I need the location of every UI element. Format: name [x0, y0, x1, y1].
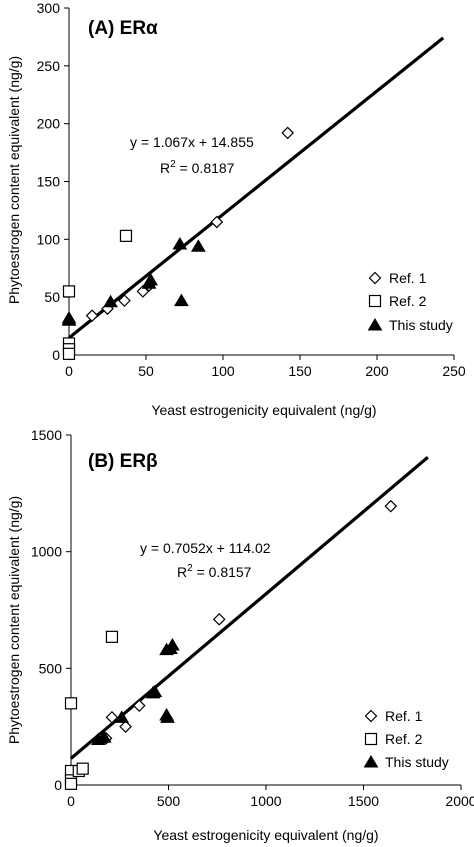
data-point-triangle-a	[174, 293, 189, 307]
legend-label-ref1-a: Ref. 1	[389, 270, 427, 286]
legend-label-ref1-b: Ref. 1	[385, 708, 423, 724]
data-point-triangle-a	[143, 272, 158, 286]
x-tick-label-a: 150	[288, 363, 312, 379]
x-tick-label-b: 0	[67, 793, 75, 809]
y-tick-label-a: 200	[37, 116, 61, 132]
data-point-triangle-b	[114, 710, 130, 723]
x-tick-label-b: 1000	[250, 793, 281, 809]
chart-title-a: (A) ERα	[88, 18, 158, 39]
y-tick-label-a: 100	[37, 231, 61, 247]
data-point-triangle-a	[61, 313, 77, 326]
data-point-square-a	[62, 347, 76, 360]
x-axis-label-b: Yeast estrogenicity equivalent (ng/g)	[153, 827, 378, 843]
legend-label-this-study-a: This study	[389, 317, 453, 333]
legend-marker-square-a	[368, 294, 382, 308]
data-point-diamond-b	[384, 499, 398, 513]
y-tick-label-b: 500	[39, 660, 63, 676]
data-point-square-b	[64, 777, 78, 790]
y-tick-label-b: 1500	[31, 427, 62, 443]
data-point-square-b	[64, 697, 78, 710]
chart-title-b: (B) ERβ	[88, 451, 158, 472]
fit-line-a	[67, 36, 445, 340]
fit-equation-a: y = 1.067x + 14.855	[130, 134, 254, 150]
fit-equation-b: y = 0.7052x + 114.02	[140, 540, 271, 556]
x-tick-label-a: 100	[211, 363, 235, 379]
y-tick-label-a: 250	[37, 58, 61, 74]
legend-marker-diamond-a	[368, 271, 382, 285]
x-tick-label-a: 50	[138, 363, 154, 379]
data-point-square-a	[119, 229, 133, 242]
panel-a: (A) ERα y = 1.067x + 14.855 R2 = 0.8187 …	[6, 0, 466, 418]
legend-marker-diamond-b	[364, 709, 378, 723]
legend-label-ref2-a: Ref. 2	[389, 293, 427, 309]
y-axis-label-a: Phytoestrogen content equivalent (ng/g)	[6, 56, 22, 304]
data-point-triangle-b	[160, 710, 175, 723]
data-point-triangle-b	[147, 684, 163, 698]
legend-label-ref2-b: Ref. 2	[385, 731, 423, 747]
data-point-square-b	[76, 762, 89, 775]
legend-marker-triangle-b	[363, 755, 379, 768]
data-point-triangle-a	[103, 294, 118, 308]
y-tick-label-a: 50	[44, 289, 60, 305]
x-tick-label-a: 200	[365, 363, 389, 379]
y-axis-label-b: Phytoestrogen content equivalent (ng/g)	[6, 496, 22, 744]
r-squared-b: R2 = 0.8157	[177, 563, 252, 580]
data-point-triangle-b	[96, 730, 112, 743]
data-point-diamond-b	[132, 699, 146, 713]
legend-marker-triangle-a	[367, 318, 383, 331]
y-tick-label-a: 150	[37, 174, 61, 190]
legend-marker-square-b	[364, 732, 378, 746]
x-tick-label-b: 2000	[445, 793, 474, 809]
data-point-diamond-b	[105, 710, 119, 724]
data-point-triangle-a	[172, 236, 188, 250]
data-point-diamond-b	[212, 612, 226, 626]
x-tick-label-b: 500	[157, 793, 181, 809]
data-point-diamond-a	[118, 294, 131, 307]
fit-line-b	[69, 456, 429, 760]
data-point-triangle-b	[165, 638, 180, 651]
y-tick-label-b: 0	[54, 777, 62, 793]
data-point-diamond-a	[85, 309, 99, 323]
data-point-triangle-a	[190, 239, 206, 252]
r-squared-a: R2 = 0.8187	[160, 159, 235, 176]
y-tick-label-a: 300	[37, 0, 61, 16]
data-point-diamond-b	[119, 720, 132, 734]
data-point-square-b	[105, 630, 119, 643]
x-tick-label-a: 250	[442, 363, 466, 379]
data-point-square-a	[62, 285, 76, 298]
y-tick-label-a: 0	[52, 347, 60, 363]
panel-b: (B) ERβ y = 0.7052x + 114.02 R2 = 0.8157…	[6, 427, 474, 843]
data-point-diamond-a	[281, 126, 295, 140]
y-tick-label-b: 1000	[31, 544, 62, 560]
x-tick-label-a: 0	[65, 363, 73, 379]
x-axis-label-a: Yeast estrogenicity equivalent (ng/g)	[151, 402, 376, 418]
data-point-diamond-a	[210, 215, 224, 229]
legend-label-this-study-b: This study	[385, 754, 449, 770]
x-tick-label-b: 1500	[348, 793, 379, 809]
